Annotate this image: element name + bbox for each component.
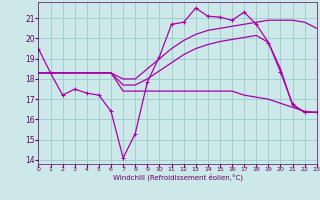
X-axis label: Windchill (Refroidissement éolien,°C): Windchill (Refroidissement éolien,°C) — [113, 174, 243, 181]
